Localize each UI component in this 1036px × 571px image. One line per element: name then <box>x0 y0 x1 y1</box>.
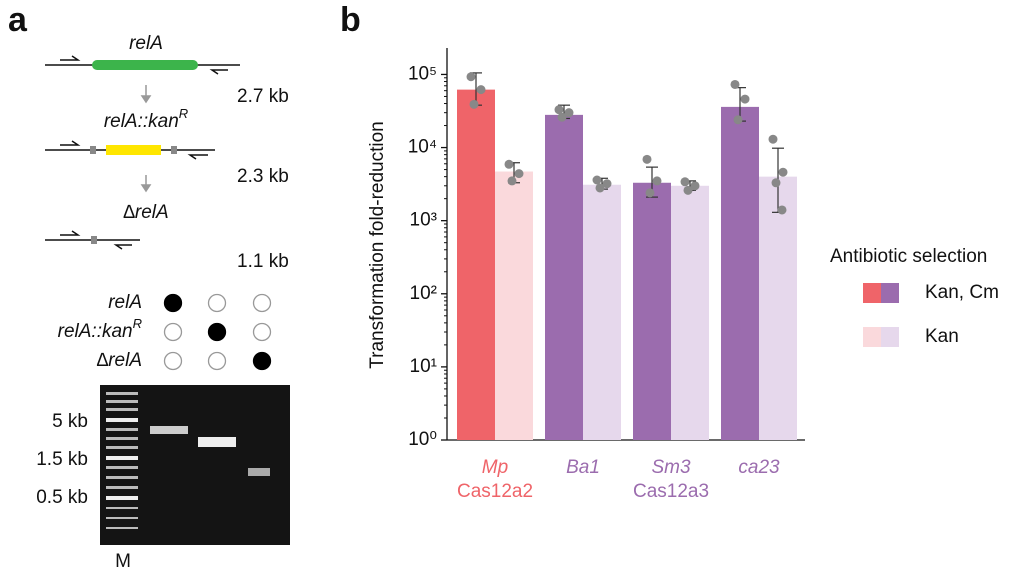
data-point <box>554 105 564 115</box>
data-point <box>768 134 778 144</box>
kan-box <box>106 145 161 155</box>
panel-label: b <box>340 1 361 39</box>
row-label: relA::kan <box>58 321 133 342</box>
legend-title: Antibiotic selection <box>830 246 987 267</box>
legend-label: Kan, Cm <box>925 282 999 303</box>
genotype-dot <box>252 322 272 342</box>
data-point <box>595 183 605 193</box>
y-tick-label: 10² <box>410 283 437 304</box>
data-point <box>680 177 690 187</box>
ladder <box>106 392 138 529</box>
genotype-dot <box>252 351 272 371</box>
band <box>198 437 236 447</box>
data-point <box>476 85 486 95</box>
lane-label: M <box>115 551 131 571</box>
arrows <box>140 85 152 193</box>
bar <box>759 176 797 441</box>
size-label: 2.7 kb <box>237 86 289 107</box>
data-point <box>564 108 574 118</box>
y-tick-label: 10⁴ <box>408 137 437 158</box>
genotype-dot <box>163 351 183 371</box>
marker-label: 5 kb <box>52 411 88 432</box>
scar <box>171 146 177 154</box>
genotype-dot <box>163 293 183 313</box>
legend-swatch <box>863 283 881 303</box>
construct-label: ∆relA <box>123 202 168 223</box>
bar <box>721 106 759 441</box>
data-point <box>592 175 602 185</box>
bar <box>671 185 709 440</box>
data-point <box>778 167 788 177</box>
x-sublabel: Cas12a2 <box>457 481 533 502</box>
band <box>248 468 270 476</box>
gene-box <box>92 60 198 70</box>
construct-label: relA::kan <box>104 111 179 132</box>
panel-label: a <box>8 1 28 39</box>
data-point <box>645 188 655 198</box>
size-label: 1.1 kb <box>237 251 289 272</box>
scar <box>91 236 97 244</box>
data-point <box>683 185 693 195</box>
data-point <box>733 115 743 125</box>
x-sublabel: Cas12a3 <box>633 481 709 502</box>
bar <box>545 114 583 440</box>
genotype-dot <box>163 322 183 342</box>
legend-swatch <box>863 327 881 347</box>
row-label: relA <box>108 292 142 313</box>
data-point <box>602 179 612 189</box>
x-tick-label: Sm3 <box>651 457 691 478</box>
genotype-dot <box>207 322 227 342</box>
legend-swatch <box>881 327 899 347</box>
row-label: ∆relA <box>97 350 142 371</box>
data-point <box>466 72 476 82</box>
construct-label: relA <box>129 33 163 54</box>
marker-label: 0.5 kb <box>36 487 88 508</box>
legend-label: Kan <box>925 326 959 347</box>
size-label: 2.3 kb <box>237 166 289 187</box>
y-tick-label: 10⁵ <box>408 63 437 84</box>
genotype-dot <box>207 293 227 313</box>
data-point <box>514 169 524 179</box>
bar <box>457 89 495 440</box>
superscript: R <box>179 106 188 121</box>
matrix <box>163 293 272 371</box>
data-point <box>507 176 517 186</box>
data-point <box>740 94 750 104</box>
data-point <box>469 99 479 109</box>
data-point <box>690 181 700 191</box>
marker-label: 1.5 kb <box>36 449 88 470</box>
superscript: R <box>133 316 142 331</box>
y-tick-label: 10³ <box>410 210 437 231</box>
genotype-dot <box>207 351 227 371</box>
band <box>150 426 188 434</box>
genotype-dot <box>252 293 272 313</box>
data-point <box>730 79 740 89</box>
y-tick-label: 10¹ <box>410 356 437 377</box>
data-point <box>652 176 662 186</box>
legend-swatch <box>881 283 899 303</box>
data-point <box>642 154 652 164</box>
x-tick-label: Mp <box>482 457 508 478</box>
data-point <box>504 159 514 169</box>
y-tick-label: 10⁰ <box>408 429 437 450</box>
x-tick-label: ca23 <box>738 457 780 478</box>
data-point <box>777 205 787 215</box>
data-point <box>771 178 781 188</box>
bar <box>495 171 533 440</box>
construct-label: relA::kanR <box>104 106 188 132</box>
x-tick-label: Ba1 <box>566 457 600 478</box>
y-axis-label: Transformation fold-reduction <box>367 121 388 368</box>
bar <box>583 184 621 440</box>
row-label: relA::kanR <box>58 316 142 342</box>
data-point <box>557 112 567 122</box>
scar <box>90 146 96 154</box>
bar <box>633 182 671 440</box>
